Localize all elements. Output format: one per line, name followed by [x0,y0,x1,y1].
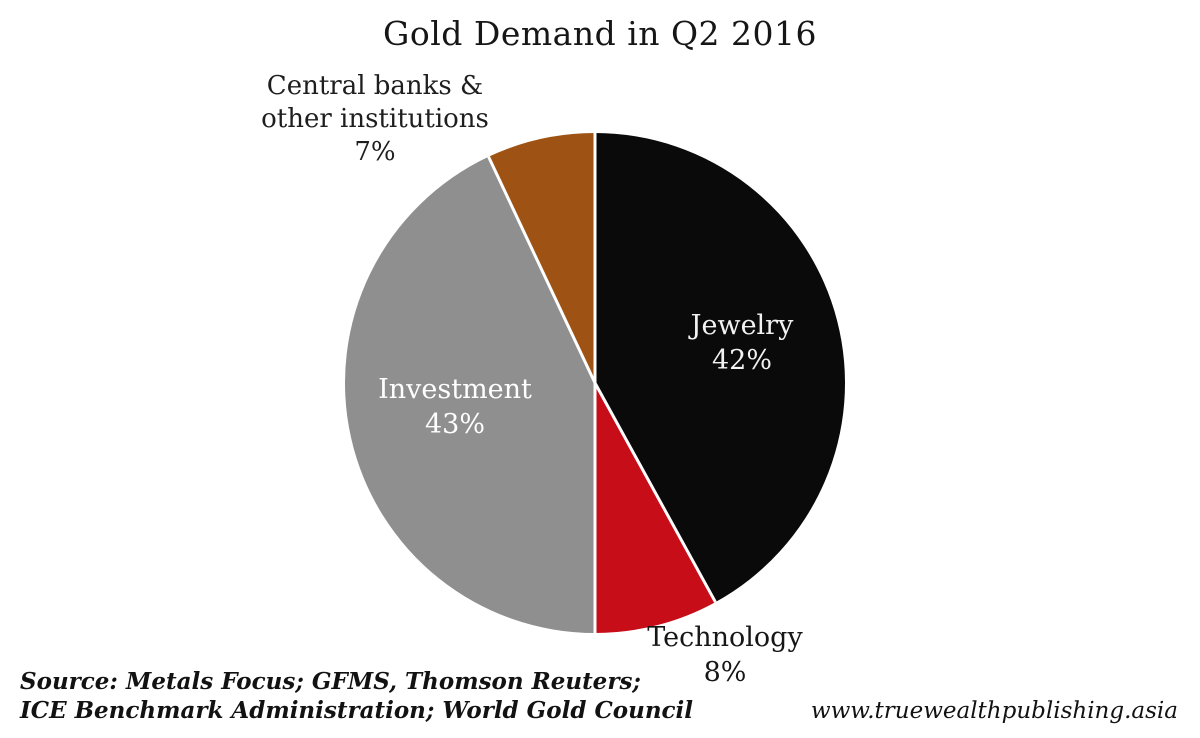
website-note: www.truewealthpublishing.asia [810,698,1178,724]
pie-slice-jewelry [595,133,845,603]
label-jewelry: Jewelry 42% [642,308,842,378]
label-jewelry-name: Jewelry [690,310,794,341]
source-note: Source: Metals Focus; GFMS, Thomson Reut… [20,667,693,725]
label-central-banks-line2: other institutions [261,104,489,134]
label-jewelry-pct: 42% [711,345,772,376]
label-central-banks-pct: 7% [354,137,396,167]
pie-slice-technology [595,383,716,633]
label-central-banks-line1: Central banks & [266,71,484,101]
pie-slice-investment [345,156,595,633]
pie-slice-central-banks-other-institutions [488,133,595,383]
slice-separator [487,156,597,384]
label-technology-name: Technology [647,622,803,653]
label-investment: Investment 43% [330,372,580,442]
source-note-line2: ICE Benchmark Administration; World Gold… [20,697,694,724]
label-investment-pct: 43% [424,409,485,440]
chart-title: Gold Demand in Q2 2016 [382,14,818,53]
label-technology-pct: 8% [703,657,747,688]
label-central-banks: Central banks & other institutions 7% [225,70,525,169]
label-technology: Technology 8% [600,620,850,690]
slice-separator [593,382,717,603]
label-investment-name: Investment [378,374,532,405]
source-note-line1: Source: Metals Focus; GFMS, Thomson Reut… [20,668,641,695]
